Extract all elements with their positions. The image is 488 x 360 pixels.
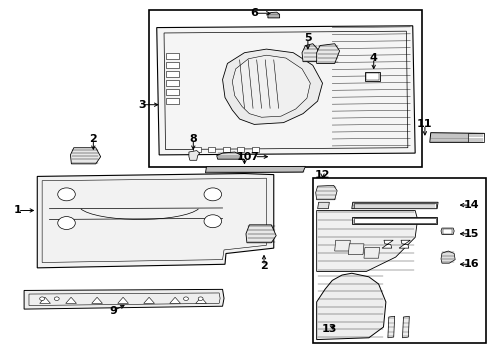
Text: 7: 7 xyxy=(250,152,258,162)
Circle shape xyxy=(40,297,44,301)
Bar xyxy=(237,147,244,152)
Polygon shape xyxy=(316,44,339,63)
Polygon shape xyxy=(37,174,273,268)
Bar xyxy=(353,203,435,208)
Polygon shape xyxy=(163,31,407,149)
Polygon shape xyxy=(316,273,385,339)
Text: 15: 15 xyxy=(463,229,478,239)
Polygon shape xyxy=(24,289,224,309)
Bar xyxy=(165,53,178,59)
Polygon shape xyxy=(315,185,336,200)
Polygon shape xyxy=(188,150,199,160)
Polygon shape xyxy=(440,228,453,234)
Circle shape xyxy=(183,297,188,301)
Polygon shape xyxy=(232,55,310,117)
Text: 11: 11 xyxy=(416,120,432,129)
Bar xyxy=(207,147,215,152)
Bar xyxy=(165,62,178,68)
Polygon shape xyxy=(398,240,409,248)
Polygon shape xyxy=(42,178,266,262)
Bar xyxy=(165,98,178,104)
Circle shape xyxy=(203,215,221,228)
Polygon shape xyxy=(317,202,329,209)
Bar xyxy=(149,10,422,167)
Text: 9: 9 xyxy=(109,306,117,316)
Circle shape xyxy=(54,297,59,301)
Circle shape xyxy=(58,188,75,201)
Text: 2: 2 xyxy=(260,261,267,271)
Polygon shape xyxy=(302,44,317,62)
Polygon shape xyxy=(29,293,220,306)
Polygon shape xyxy=(440,251,454,263)
Text: 4: 4 xyxy=(369,53,377,63)
Polygon shape xyxy=(381,240,392,248)
Polygon shape xyxy=(222,49,322,125)
Polygon shape xyxy=(143,297,154,303)
Bar xyxy=(165,71,178,77)
Polygon shape xyxy=(169,297,180,303)
Bar xyxy=(251,147,259,152)
Polygon shape xyxy=(118,297,128,303)
Bar xyxy=(193,147,200,152)
Polygon shape xyxy=(347,244,363,255)
Text: 14: 14 xyxy=(463,200,478,210)
Text: 5: 5 xyxy=(304,33,311,43)
Polygon shape xyxy=(387,316,394,338)
Polygon shape xyxy=(245,225,276,243)
Bar xyxy=(365,72,379,81)
Text: 3: 3 xyxy=(138,100,145,110)
Polygon shape xyxy=(195,297,206,303)
Polygon shape xyxy=(70,148,101,164)
Text: 16: 16 xyxy=(463,259,478,269)
Text: 12: 12 xyxy=(314,170,329,180)
Text: 6: 6 xyxy=(250,8,258,18)
Polygon shape xyxy=(157,26,414,155)
Text: 2: 2 xyxy=(89,134,97,144)
Polygon shape xyxy=(205,166,305,173)
Text: 10: 10 xyxy=(236,152,252,162)
Bar xyxy=(353,218,435,223)
Bar xyxy=(165,89,178,95)
Polygon shape xyxy=(402,316,408,338)
Polygon shape xyxy=(316,211,417,271)
Text: 8: 8 xyxy=(189,134,197,144)
Polygon shape xyxy=(40,297,50,303)
Bar xyxy=(366,73,378,80)
Polygon shape xyxy=(429,133,484,142)
Polygon shape xyxy=(363,247,379,258)
Text: 13: 13 xyxy=(322,324,337,334)
Polygon shape xyxy=(267,12,279,18)
Polygon shape xyxy=(351,202,437,209)
Text: 1: 1 xyxy=(14,206,21,216)
Polygon shape xyxy=(334,240,349,251)
Bar xyxy=(312,178,485,343)
Bar xyxy=(222,147,229,152)
Polygon shape xyxy=(216,152,240,159)
Bar xyxy=(442,229,451,234)
Circle shape xyxy=(58,217,75,229)
Circle shape xyxy=(198,297,203,301)
Polygon shape xyxy=(65,297,76,303)
Bar xyxy=(467,133,484,142)
Bar xyxy=(165,80,178,86)
Polygon shape xyxy=(92,297,102,303)
Polygon shape xyxy=(351,217,436,224)
Circle shape xyxy=(203,188,221,201)
